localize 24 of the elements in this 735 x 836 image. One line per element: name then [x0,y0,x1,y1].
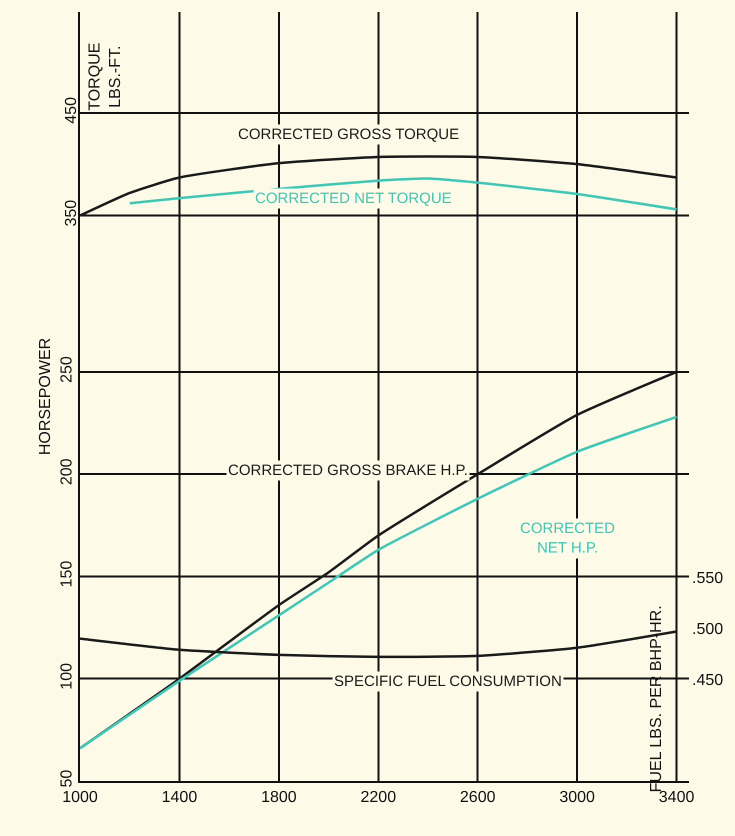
y-tick-label: 100 [58,662,76,690]
series-label: SPECIFIC FUEL CONSUMPTION [334,673,562,690]
series-label: CORRECTED NET TORQUE [255,190,452,207]
y-tick-label: 250 [58,356,76,383]
x-tick-label: 2200 [360,789,396,806]
y-tick-label: 200 [58,458,76,486]
line-series [128,177,678,211]
series-label: CORRECTED GROSS TORQUE [238,126,460,143]
y2-tick-label: 450 [62,96,80,124]
x-tick-label: 1800 [261,789,297,806]
x-tick-label: 1000 [62,789,98,806]
x-tick-label: 1400 [162,789,198,806]
x-tick-label: 2600 [460,789,496,806]
x-tick-label: 3000 [559,789,596,806]
y3-tick-label: .500 [692,621,724,638]
y2-tick-label: 350 [62,200,80,227]
y-tick-label: 150 [58,560,76,588]
y-axis-title: HORSEPOWER [37,338,54,456]
y3-tick-label: .550 [692,570,724,588]
y-tick-label: 50 [58,770,76,788]
text: CORRECTED NET H.P. [520,520,616,556]
y2-axis-title: TORQUE LBS.-FT. [86,42,124,111]
series-label: CORRECTED GROSS BRAKE H.P. [228,462,468,479]
y3-tick-label: .450 [692,672,724,689]
